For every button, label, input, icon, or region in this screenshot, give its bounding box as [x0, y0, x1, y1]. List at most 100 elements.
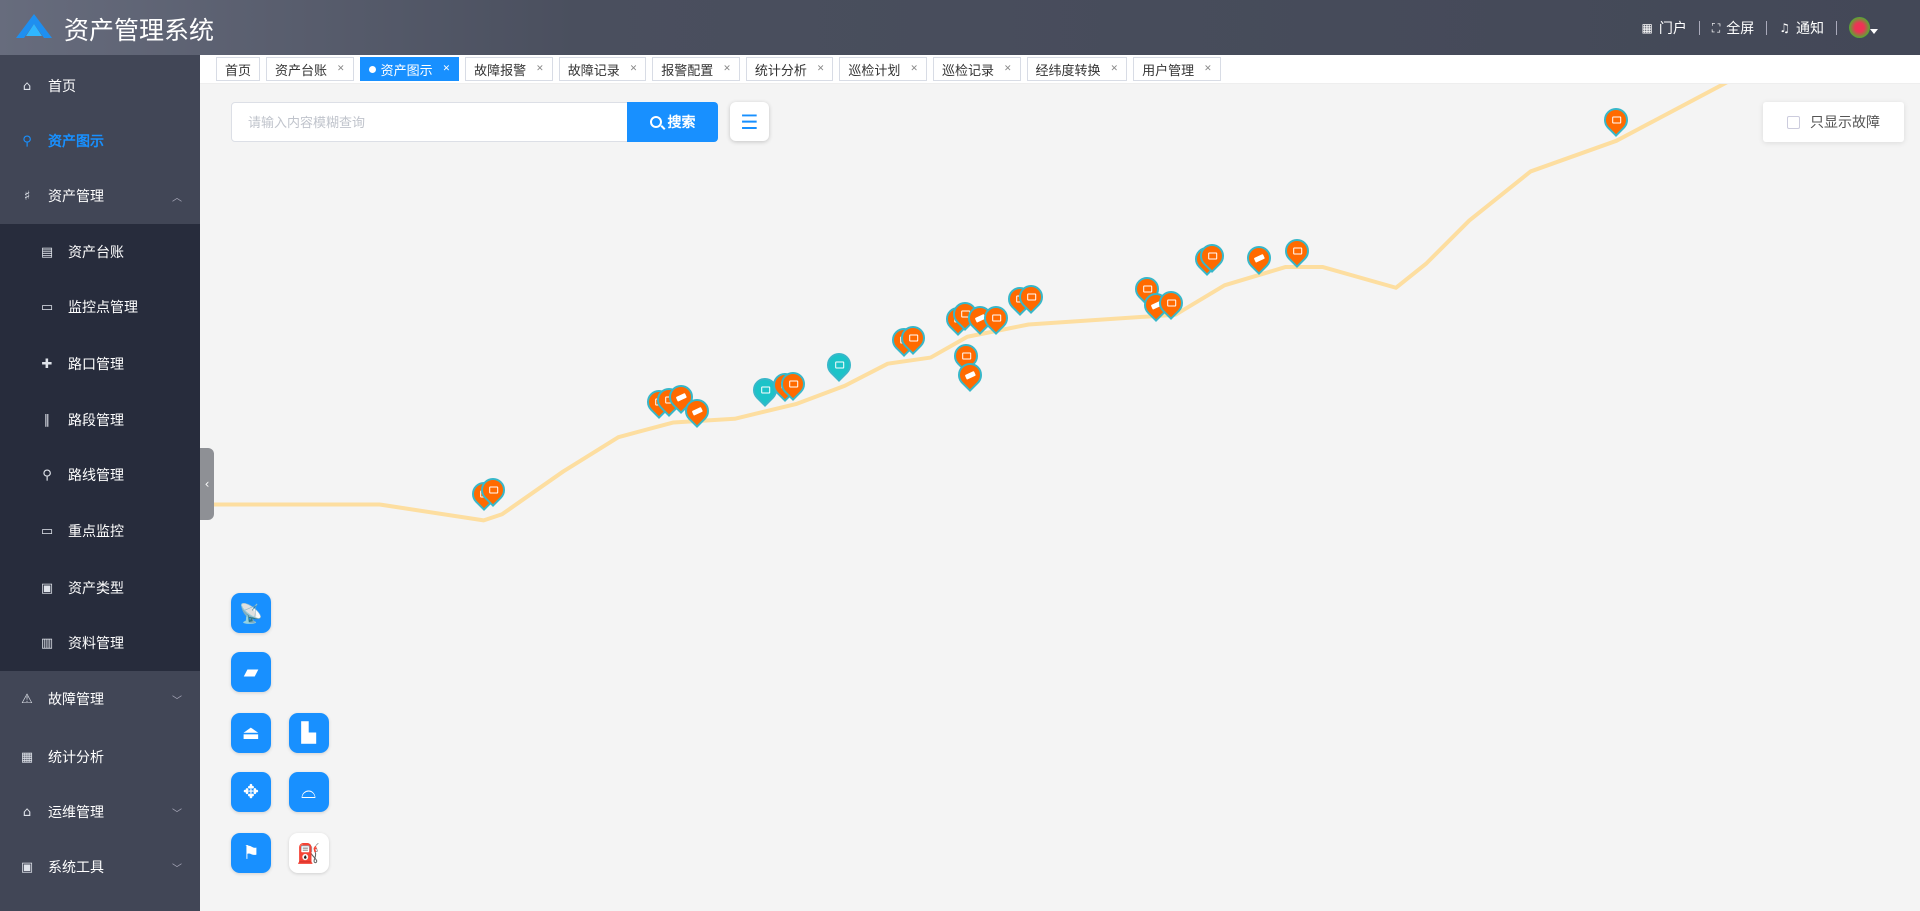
asset-filter-bridge-button[interactable]: ⌓: [288, 772, 329, 813]
tab-5[interactable]: 故障记录 ✕: [558, 57, 647, 81]
close-icon[interactable]: ✕: [723, 64, 731, 74]
camera-icon: [1253, 253, 1265, 262]
tools-icon: ▣: [20, 859, 34, 875]
tab-4[interactable]: 故障报警 ✕: [465, 57, 553, 81]
chevron-left-icon: ‹: [204, 477, 210, 491]
chevron-down-icon: ﹀: [172, 808, 182, 820]
toll-gate-icon: ▙: [301, 722, 316, 745]
controller-icon: [991, 314, 1001, 322]
tab-6[interactable]: 报警配置 ✕: [652, 57, 740, 81]
sidebar-item-7[interactable]: ∥ 路段管理: [0, 395, 200, 445]
tab-1[interactable]: 首页: [216, 57, 261, 81]
sidebar-collapse-handle[interactable]: ‹: [200, 448, 214, 520]
chart-icon: ▦: [20, 749, 34, 765]
portal-button[interactable]: ▦ 门户: [1641, 20, 1687, 37]
divider: [1836, 20, 1837, 35]
tab-9[interactable]: 巡检记录 ✕: [932, 57, 1021, 81]
asset-filter-controller-button[interactable]: ⏏: [231, 713, 272, 754]
divider: [1766, 20, 1768, 35]
header-actions: ▦ 门户 ⛶ 全屏 ♫ 通知: [1641, 0, 1870, 55]
sidebar-item-3[interactable]: ♯ 资产管理 ︿: [0, 171, 200, 221]
divider: [1698, 20, 1700, 35]
maintenance-icon: ⌂: [22, 804, 32, 820]
notify-button[interactable]: ♫ 通知: [1779, 20, 1824, 37]
asset-filter-weather-station-button[interactable]: ✥: [231, 772, 272, 813]
sidebar-item-13[interactable]: ▦ 统计分析: [20, 749, 104, 767]
bridge-icon: ⌓: [301, 781, 317, 804]
camera-icon: [691, 406, 703, 416]
close-icon[interactable]: ✕: [536, 64, 544, 74]
sidebar-item-2[interactable]: ⚲ 资产图示: [0, 116, 200, 166]
search-input[interactable]: [231, 102, 628, 142]
close-icon[interactable]: ✕: [910, 64, 918, 74]
tab-7[interactable]: 统计分析 ✕: [745, 57, 834, 81]
crossroad-icon: ✚: [41, 356, 53, 372]
weather-icon: [760, 386, 770, 394]
close-icon[interactable]: ✕: [337, 64, 345, 74]
controller-icon: [961, 352, 971, 360]
sidebar-item-5[interactable]: ▭ 监控点管理: [40, 299, 138, 317]
camera-icon: ▰: [243, 661, 259, 684]
fault-only-checkbox[interactable]: [1787, 115, 1800, 129]
app-title: 资产管理系统: [64, 16, 215, 45]
chevron-up-icon: ︿: [172, 192, 182, 204]
sidebar-item-10[interactable]: ▣ 资产类型: [40, 580, 124, 598]
active-dot-icon: [368, 65, 376, 73]
map-canvas[interactable]: 搜索 ☰ 只显示故障 ‹ 📡 ▰ ⏏ ▙ ✥ ⌓ ⚑ ⛽: [200, 84, 1920, 911]
close-icon[interactable]: ✕: [816, 64, 825, 74]
controller-icon: [488, 486, 498, 494]
sidebar-item-12[interactable]: ⚠ 故障管理 ﹀: [21, 691, 182, 709]
asset-filter-fuel-station-button[interactable]: ⛽: [288, 833, 329, 874]
controller-icon: [1292, 247, 1302, 255]
close-icon[interactable]: ✕: [1204, 64, 1212, 74]
close-icon[interactable]: ✕: [1110, 64, 1119, 74]
avatar[interactable]: [1849, 17, 1870, 38]
indent-list-icon: ☰: [740, 109, 759, 134]
tab-8[interactable]: 巡检计划 ✕: [839, 57, 927, 81]
sidebar-item-11[interactable]: ▥ 资料管理: [40, 635, 124, 653]
controller-icon: [1166, 299, 1176, 307]
search-button[interactable]: 搜索: [627, 102, 718, 142]
fuel-station-icon: ⛽: [296, 842, 321, 865]
weather-station-icon: ✥: [243, 781, 259, 804]
close-icon[interactable]: ✕: [629, 64, 638, 74]
fault-filter[interactable]: 只显示故障: [1763, 102, 1904, 142]
sidebar: ⌂ 首页 ⚲ 资产图示 ♯ 资产管理 ︿ ▤ 资产台账 ▭ 监控点管理 ✚ 路口管理 ∥ 路段管理 ⚲ 路线管理…: [0, 55, 200, 911]
camera-icon: [964, 370, 976, 380]
list-toggle-button[interactable]: ☰: [730, 102, 769, 141]
sidebar-item-4[interactable]: ▤ 资产台账: [40, 244, 124, 262]
fullscreen-button[interactable]: ⛶ 全屏: [1711, 20, 1755, 37]
bell-icon: ♫: [1779, 20, 1790, 35]
sidebar-item-1[interactable]: ⌂ 首页: [0, 61, 200, 111]
controller-icon: ⏏: [242, 722, 260, 745]
sidebar-item-6[interactable]: ✚ 路口管理: [41, 356, 124, 374]
asset-filter-sign-button[interactable]: ⚑: [231, 833, 272, 874]
sidebar-item-8[interactable]: ⚲ 路线管理: [0, 450, 200, 500]
road-icon: ∥: [43, 412, 51, 428]
sidebar-item-9[interactable]: ▭ 重点监控: [40, 523, 124, 541]
controller-icon: [1142, 285, 1152, 293]
sidebar-item-15[interactable]: ▣ 系统工具 ﹀: [20, 859, 182, 877]
toll-icon: [834, 361, 844, 369]
ledger-icon: ▤: [40, 244, 54, 260]
controller-icon: [788, 380, 798, 388]
sidebar-item-14[interactable]: ⌂ 运维管理 ﹀: [0, 787, 200, 837]
box-icon: ▣: [40, 580, 54, 596]
asset-filter-satellite-dish-button[interactable]: 📡: [231, 593, 272, 634]
close-icon[interactable]: ✕: [1003, 64, 1012, 74]
route-icon: ⚲: [42, 467, 52, 483]
asset-icon: ♯: [23, 188, 31, 204]
submenu-asset-management: [0, 224, 200, 671]
tab-bar: 首页 资产台账 ✕ 资产图示 ✕ 故障报警 ✕ 故障记录 ✕ 报警配置 ✕ 统计分析 ✕ 巡检计划 ✕ 巡检记…: [200, 55, 1920, 84]
tab-2[interactable]: 资产台账 ✕: [266, 57, 354, 81]
close-icon[interactable]: ✕: [442, 64, 451, 74]
controller-icon: [1207, 252, 1217, 260]
tab-3[interactable]: 资产图示 ✕: [359, 57, 460, 81]
asset-filter-camera-button[interactable]: ▰: [231, 652, 272, 693]
tab-11[interactable]: 用户管理 ✕: [1133, 57, 1221, 81]
tab-10[interactable]: 经纬度转换 ✕: [1026, 57, 1128, 81]
asset-filter-toll-gate-button[interactable]: ▙: [288, 713, 329, 754]
grid-icon: ▦: [1641, 20, 1653, 35]
caret-down-icon[interactable]: [1870, 29, 1878, 34]
controller-icon: [1611, 116, 1621, 124]
